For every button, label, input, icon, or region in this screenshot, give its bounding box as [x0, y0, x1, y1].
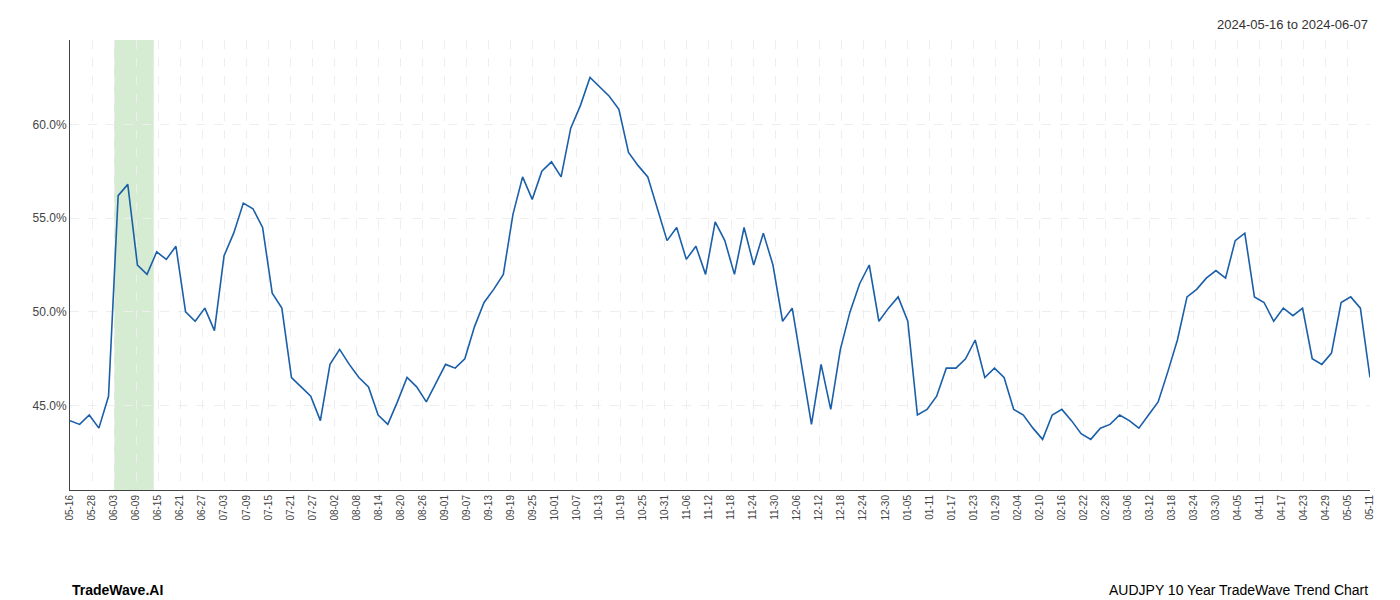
- svg-text:04-23: 04-23: [1298, 495, 1309, 521]
- svg-text:02-10: 02-10: [1034, 495, 1045, 521]
- svg-text:12-30: 12-30: [880, 495, 891, 521]
- svg-text:04-05: 04-05: [1232, 495, 1243, 521]
- svg-text:07-27: 07-27: [307, 495, 318, 521]
- svg-text:10-19: 10-19: [615, 495, 626, 521]
- svg-text:06-27: 06-27: [196, 495, 207, 521]
- svg-text:05-11: 05-11: [1364, 495, 1375, 520]
- svg-text:03-12: 03-12: [1144, 495, 1155, 521]
- svg-text:55.0%: 55.0%: [33, 211, 67, 225]
- svg-text:01-17: 01-17: [946, 495, 957, 521]
- svg-text:08-20: 08-20: [395, 495, 406, 521]
- svg-text:06-15: 06-15: [152, 495, 163, 521]
- svg-text:12-06: 12-06: [791, 495, 802, 521]
- svg-text:07-09: 07-09: [241, 495, 252, 521]
- svg-text:03-24: 03-24: [1188, 495, 1199, 521]
- svg-text:01-23: 01-23: [968, 495, 979, 521]
- svg-text:06-03: 06-03: [108, 495, 119, 521]
- svg-text:03-18: 03-18: [1166, 495, 1177, 521]
- svg-text:08-02: 08-02: [329, 495, 340, 521]
- svg-text:2024-05-16 to 2024-06-07: 2024-05-16 to 2024-06-07: [1217, 17, 1368, 32]
- svg-text:11-12: 11-12: [703, 495, 714, 520]
- svg-text:09-07: 09-07: [461, 495, 472, 521]
- svg-text:07-15: 07-15: [263, 495, 274, 521]
- svg-text:08-14: 08-14: [373, 495, 384, 521]
- svg-text:12-12: 12-12: [813, 495, 824, 521]
- svg-text:TradeWave.AI: TradeWave.AI: [72, 582, 163, 598]
- svg-text:05-16: 05-16: [64, 495, 75, 521]
- svg-text:01-29: 01-29: [990, 495, 1001, 521]
- svg-text:50.0%: 50.0%: [33, 305, 67, 319]
- svg-text:08-08: 08-08: [351, 495, 362, 521]
- svg-text:03-30: 03-30: [1210, 495, 1221, 521]
- svg-text:10-01: 10-01: [549, 495, 560, 521]
- svg-text:05-28: 05-28: [86, 495, 97, 521]
- svg-text:AUDJPY 10 Year TradeWave Trend: AUDJPY 10 Year TradeWave Trend Chart: [1109, 582, 1368, 598]
- svg-text:09-01: 09-01: [439, 495, 450, 521]
- svg-text:10-31: 10-31: [659, 495, 670, 521]
- svg-text:06-09: 06-09: [130, 495, 141, 521]
- svg-text:11-24: 11-24: [747, 495, 758, 520]
- svg-text:01-11: 01-11: [924, 495, 935, 520]
- svg-text:01-05: 01-05: [902, 495, 913, 521]
- svg-text:06-21: 06-21: [174, 495, 185, 521]
- svg-text:09-19: 09-19: [505, 495, 516, 521]
- svg-text:10-25: 10-25: [637, 495, 648, 521]
- svg-text:02-16: 02-16: [1056, 495, 1067, 521]
- svg-text:11-18: 11-18: [725, 495, 736, 520]
- svg-text:02-04: 02-04: [1012, 495, 1023, 521]
- svg-text:10-13: 10-13: [593, 495, 604, 521]
- svg-text:03-06: 03-06: [1122, 495, 1133, 521]
- svg-text:04-29: 04-29: [1320, 495, 1331, 521]
- svg-text:02-22: 02-22: [1078, 495, 1089, 521]
- svg-text:12-24: 12-24: [857, 495, 868, 521]
- svg-text:04-17: 04-17: [1276, 495, 1287, 521]
- svg-text:11-30: 11-30: [769, 495, 780, 520]
- svg-text:60.0%: 60.0%: [33, 118, 67, 132]
- svg-text:09-25: 09-25: [527, 495, 538, 521]
- svg-text:45.0%: 45.0%: [33, 399, 67, 413]
- svg-text:12-18: 12-18: [835, 495, 846, 521]
- svg-text:09-13: 09-13: [483, 495, 494, 521]
- svg-text:07-03: 07-03: [218, 495, 229, 521]
- svg-text:07-21: 07-21: [285, 495, 296, 521]
- svg-text:10-07: 10-07: [571, 495, 582, 521]
- svg-text:11-06: 11-06: [681, 495, 692, 520]
- svg-text:04-11: 04-11: [1254, 495, 1265, 520]
- svg-text:02-28: 02-28: [1100, 495, 1111, 521]
- svg-text:05-05: 05-05: [1342, 495, 1353, 521]
- svg-text:08-26: 08-26: [417, 495, 428, 521]
